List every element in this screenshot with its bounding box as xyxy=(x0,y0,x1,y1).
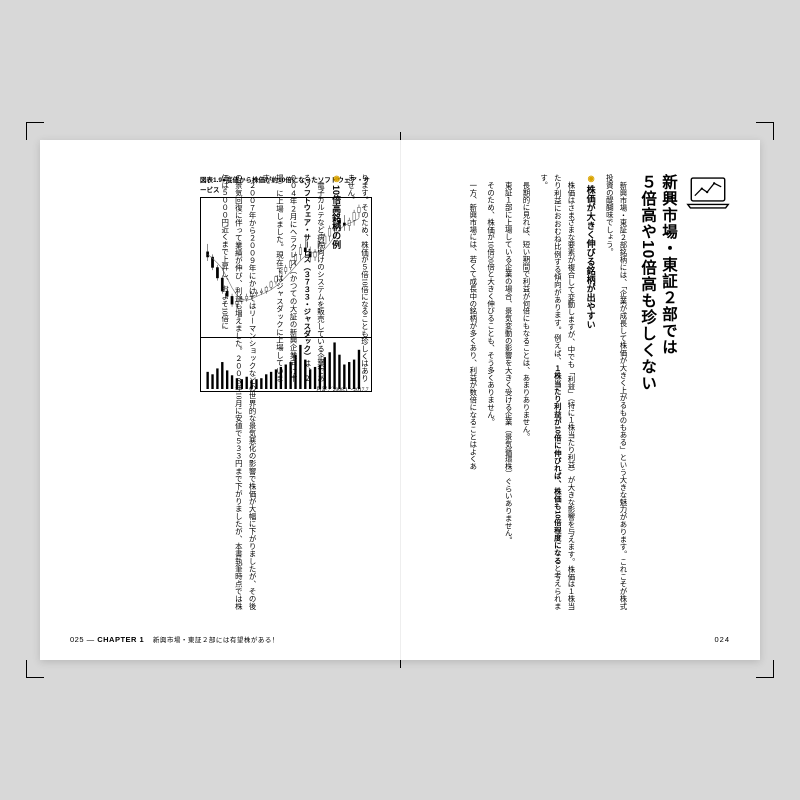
body-text-right: 新興市場・東証２部銘柄には、「企業が成長して株価が大きく上がるものもある」という… xyxy=(431,174,631,610)
page-number-right: 024 xyxy=(714,635,730,644)
para: 電子カルテなど病院向けのシステムを販売している企業であるソフトウェア・サービス（… xyxy=(259,174,327,382)
para: 新興市場・東証２部銘柄には、「企業が成長して株価が大きく上がるものもある」という… xyxy=(603,174,630,610)
para: 一方、新興市場には、若くて成長中の銘柄が多くあり、利益が数倍になることはよくあ xyxy=(466,174,480,610)
subheading: ◉株価が大きく伸びる銘柄が出やすい xyxy=(582,174,599,610)
para: ります。そのため、株価が５倍10倍になることも珍しくはありません。 xyxy=(344,174,371,382)
section-title: 新興市場・東証２部では ５倍高や10倍高も珍しくない xyxy=(636,174,678,391)
section-header: 新興市場・東証２部では ５倍高や10倍高も珍しくない xyxy=(636,174,730,391)
page-024: 新興市場・東証２部では ５倍高や10倍高も珍しくない 新興市場・東証２部銘柄には… xyxy=(401,140,761,660)
page-footer-left: 025 — CHAPTER 1 新興市場・東証２部には有望株がある！ xyxy=(70,634,279,644)
para: 株価はさまざまな要素が複合して変動しますが、中でも「利益」（特に１株当たり利益）… xyxy=(537,174,578,610)
chart-laptop-icon xyxy=(686,174,730,212)
book-spread: 図表1.9●底値から株価が約10倍になったソフトウェア・サービス 月足／2008… xyxy=(40,140,760,660)
body-text-left: ります。そのため、株価が５倍10倍になることも珍しくはありません。 ◉10倍高銘… xyxy=(70,174,372,610)
para: ２００７年から２００９年にかけてはリーマンショックなどの世界的な景気悪化の影響で… xyxy=(218,174,259,610)
subheading: ◉10倍高銘柄の例 xyxy=(327,174,344,382)
para: 長期的に見れば、短い期間で利益が何倍にもなることは、あまりありません。 xyxy=(519,174,533,610)
page-025: 図表1.9●底値から株価が約10倍になったソフトウェア・サービス 月足／2008… xyxy=(40,140,401,660)
para: そのため、株価が10倍20倍と大きく伸びることも、そう多くありません。 xyxy=(484,174,498,610)
para: 東証１部に上場している企業の場合、景気変動の影響を大きく受ける企業（景気循環株）… xyxy=(502,174,516,610)
